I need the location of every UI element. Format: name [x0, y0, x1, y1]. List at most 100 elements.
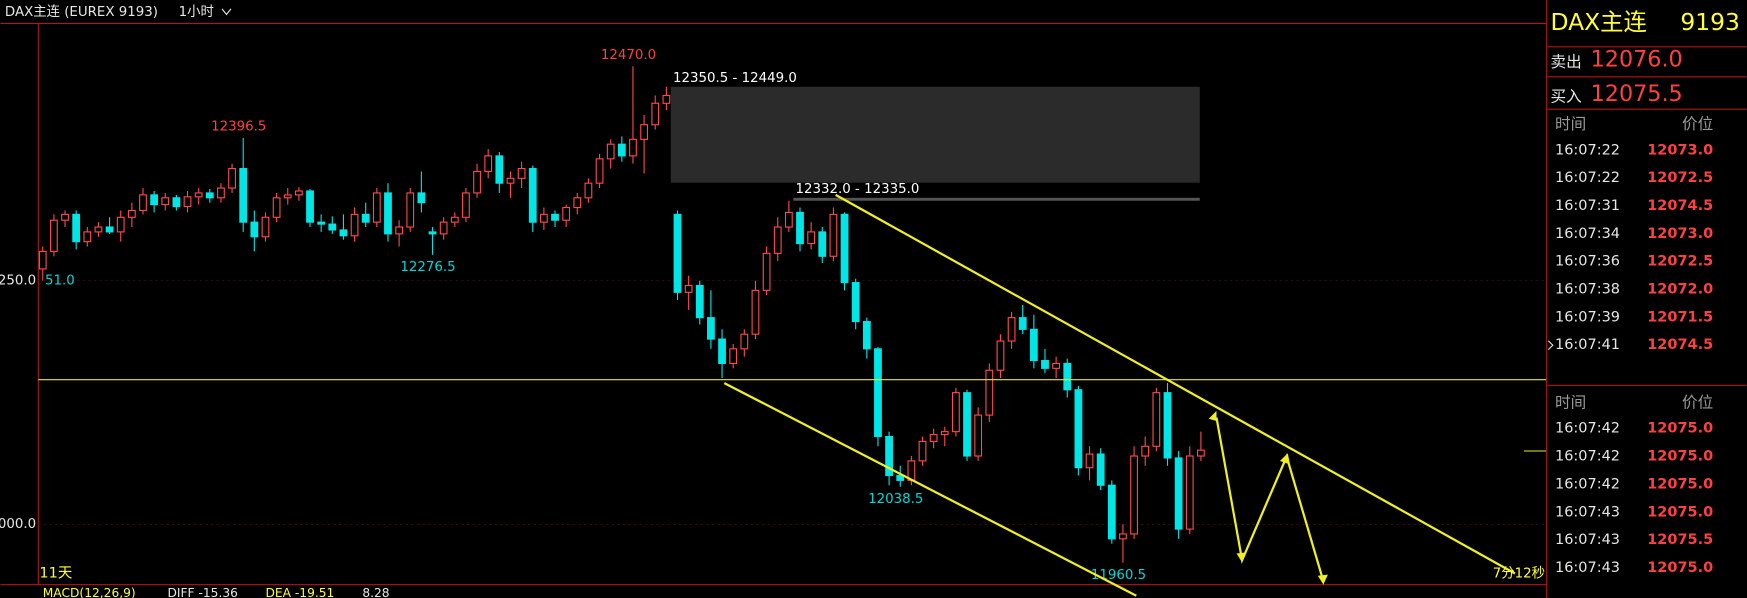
candle-body [562, 206, 571, 221]
candle-body [684, 284, 693, 293]
trade-time: 16:07:38 [1555, 282, 1620, 298]
trade-time: 16:07:42 [1555, 449, 1620, 465]
trade-price: 12074.5 [1647, 337, 1713, 353]
zone-label: 12332.0 - 12335.0 [796, 182, 920, 197]
candle-body [851, 282, 860, 323]
column-header: 时间 [1555, 115, 1586, 133]
trade-time: 16:07:42 [1555, 421, 1620, 437]
trade-price: 12075.0 [1647, 449, 1713, 465]
trade-time: 16:07:36 [1555, 254, 1620, 270]
zone-label: 12350.5 - 12449.0 [673, 71, 797, 86]
candle-body [1063, 362, 1072, 391]
candle-body [517, 168, 526, 179]
candle-body [1018, 317, 1027, 330]
candle-body [885, 435, 893, 477]
candle-body [1196, 449, 1205, 457]
candle-body [239, 168, 248, 223]
candle-body [1007, 317, 1016, 342]
trade-time: 16:07:34 [1555, 226, 1620, 242]
candle-body [1163, 392, 1172, 459]
trade-price: 12073.0 [1647, 142, 1713, 158]
candle-body [818, 231, 827, 257]
column-header: 价位 [1682, 394, 1713, 412]
macd-value: 8.28 [362, 586, 389, 598]
candle-body [372, 192, 381, 223]
candle-body [762, 252, 771, 291]
axis-note: 51.0 [45, 274, 75, 289]
candle-body [1029, 328, 1038, 362]
candle-body [796, 211, 804, 245]
candle-body [673, 213, 682, 293]
trade-time: 16:07:39 [1555, 309, 1620, 325]
price-annotation: 12396.5 [211, 120, 266, 135]
trade-price: 12075.0 [1647, 504, 1713, 520]
trade-price: 12075.0 [1647, 560, 1713, 576]
candle-body [940, 431, 949, 436]
candle-body [161, 197, 170, 206]
candle-body [929, 434, 938, 442]
candle-body [651, 102, 660, 126]
price-annotation: 12276.5 [400, 260, 455, 275]
candle-body [573, 197, 582, 209]
symbol-code: 9193 [1680, 8, 1740, 36]
candle-body [952, 392, 960, 433]
period-selector[interactable]: 1小时 [179, 4, 214, 20]
y-tick-label: 000.0 [0, 517, 36, 532]
price-annotation: 12470.0 [601, 48, 656, 63]
candle-body [172, 197, 181, 208]
candle-body [1107, 484, 1116, 540]
candle-body [595, 158, 604, 184]
trade-time: 16:07:43 [1555, 560, 1620, 576]
candle-body [640, 124, 648, 140]
candle-body [1174, 457, 1183, 530]
candle-body [495, 155, 504, 184]
column-header: 时间 [1555, 394, 1586, 412]
trade-time: 16:07:41 [1555, 337, 1620, 353]
trade-price: 12075.5 [1647, 532, 1713, 548]
candle-body [38, 250, 47, 270]
candle-body [918, 440, 927, 462]
trend-line [835, 193, 1516, 575]
candle-body [49, 219, 58, 252]
candle-body [695, 284, 704, 319]
candle-body [228, 168, 236, 189]
ask-price: 12076.0 [1591, 47, 1683, 73]
candle-body [862, 320, 871, 350]
candle-body [139, 194, 147, 212]
candle-body [406, 192, 415, 228]
candle-body [784, 211, 793, 228]
trade-price: 12071.5 [1647, 309, 1713, 325]
candle-body [1141, 445, 1150, 457]
candle-body [317, 221, 326, 225]
candle-body [83, 231, 92, 243]
candle-body [996, 340, 1005, 371]
candle-body [1041, 359, 1049, 369]
candle-body [751, 289, 760, 335]
candle-body [1130, 455, 1138, 535]
candle-body [740, 333, 749, 350]
candle-body [718, 338, 726, 365]
candle-body [829, 213, 838, 257]
macd-diff: DIFF -15.36 [167, 586, 238, 598]
candle-body [105, 226, 114, 233]
trade-price: 12073.0 [1647, 226, 1713, 242]
candle-body [150, 194, 159, 206]
candle-body [840, 213, 849, 284]
candle-body [707, 317, 715, 340]
candle-body [217, 187, 225, 199]
candle-body [116, 216, 125, 233]
trade-time: 16:07:22 [1555, 142, 1620, 158]
dropdown-icon[interactable] [221, 8, 232, 16]
candle-body [462, 192, 470, 218]
macd-dea: DEA -19.51 [265, 586, 334, 598]
candle-body [1185, 455, 1194, 530]
trade-price: 12075.0 [1647, 476, 1713, 492]
candle-body [194, 192, 203, 198]
candle-body [450, 216, 459, 223]
candle-body [384, 192, 392, 235]
candle-body [1119, 533, 1127, 540]
candle-body [506, 177, 515, 184]
projection-arrow [1215, 417, 1325, 582]
candle-body [528, 168, 537, 223]
candle-body [629, 138, 637, 157]
